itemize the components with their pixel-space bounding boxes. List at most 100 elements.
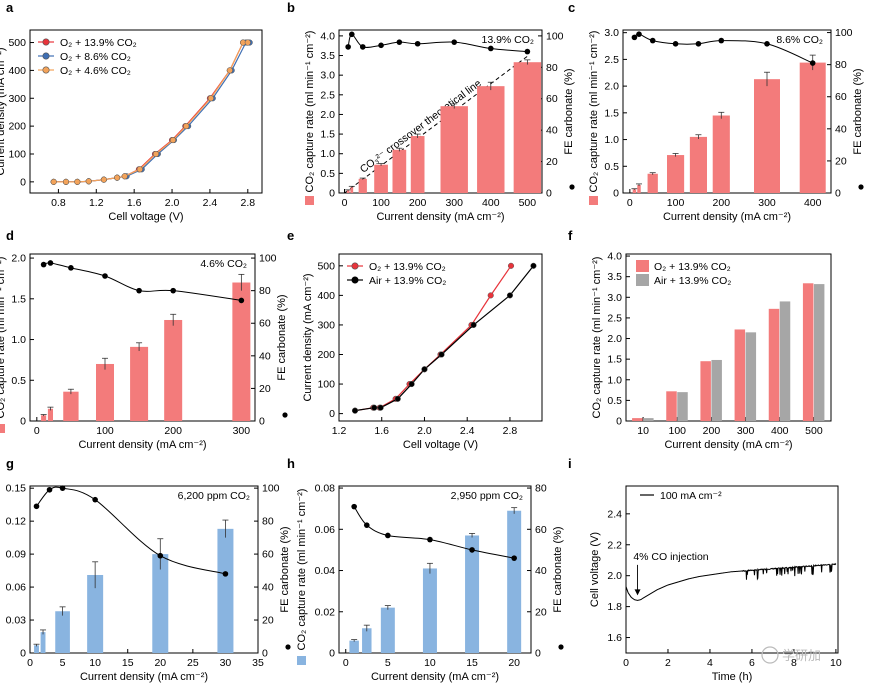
y2-tick-label: 20 — [262, 615, 274, 627]
bar — [507, 510, 522, 653]
plot-frame — [338, 253, 543, 422]
y-tick-label: 2.0 — [320, 109, 335, 121]
y2-tick-label: 20 — [835, 155, 847, 167]
legend-label: Air + 13.9% CO₂ — [654, 275, 731, 287]
y-tick-label: 200 — [8, 121, 26, 133]
bar — [358, 178, 367, 193]
fe-point — [672, 40, 679, 47]
x-tick-label: 1.2 — [89, 197, 104, 209]
x-tick-label: 200 — [713, 197, 731, 209]
y-tick-label: 2.0 — [607, 333, 622, 345]
bar — [802, 283, 814, 421]
y-tick-label: 2.5 — [604, 54, 619, 66]
fe-curve — [353, 506, 515, 559]
data-point — [487, 292, 494, 299]
bar — [374, 164, 388, 193]
bar — [392, 149, 407, 193]
bar — [152, 554, 169, 653]
legend-label: O₂ + 13.9% CO₂ — [60, 37, 137, 49]
x-tick-label: 1.6 — [127, 197, 142, 209]
plot-frame — [625, 253, 832, 422]
y-tick-label: 3.0 — [607, 292, 622, 304]
y-tick-label: 0.03 — [6, 615, 27, 627]
y-tick-label: 0 — [329, 648, 335, 660]
category-label: 400 — [771, 425, 789, 437]
data-point — [183, 123, 190, 130]
panel-e: e 1.2 1.6 2.0 2.4 2.8 0 100 200 300 400 500 Cell vol… — [287, 228, 543, 451]
x-tick-label: 20 — [154, 657, 166, 669]
bar — [41, 415, 47, 421]
x-tick-label: 300 — [758, 197, 776, 209]
data-point — [377, 404, 384, 411]
y2-tick-label: 40 — [546, 125, 558, 137]
legend-label: O₂ + 13.9% CO₂ — [654, 261, 731, 273]
bar-legend-swatch — [0, 424, 5, 433]
x-tick-label: 2.0 — [165, 197, 180, 209]
fe-point — [136, 287, 142, 294]
panel-h: h 0 5 10 15 20 0 0.02 0.04 0.06 0.08 0 20 40 60 80 Curre… — [287, 456, 564, 683]
bar — [647, 173, 658, 193]
fe-point — [345, 44, 351, 50]
panel-a: a 0.8 1.2 1.6 2.0 2.4 2.8 0 100 200 300 400 500 Cell … — [0, 0, 263, 223]
y-tick-label: 1.5 — [11, 293, 26, 305]
bar-legend-swatch — [297, 656, 306, 665]
bar — [666, 391, 677, 421]
y-tick-label: 200 — [317, 349, 335, 361]
x-tick-label: 100 — [96, 425, 114, 437]
x-axis-label: Cell voltage (V) — [108, 211, 183, 223]
x-axis-label: Cell voltage (V) — [403, 439, 478, 451]
x-tick-label: 1.2 — [332, 425, 347, 437]
legend-label: Air + 13.9% CO₂ — [369, 275, 446, 287]
bar — [779, 301, 791, 421]
fe-point — [40, 261, 47, 268]
x-tick-label: 6 — [749, 657, 755, 669]
y-tick-label: 3.0 — [320, 70, 335, 82]
x-tick-label: 500 — [519, 197, 537, 209]
x-tick-label: 300 — [445, 197, 463, 209]
panel-label: i — [568, 456, 572, 471]
y-tick-label: 0.09 — [6, 549, 27, 561]
x-tick-label: 100 — [667, 197, 685, 209]
bar — [734, 329, 746, 421]
x-tick-label: 5 — [60, 657, 66, 669]
bar — [465, 535, 480, 653]
bar — [632, 418, 643, 421]
injection-annotation: 4% CO injection — [633, 551, 708, 563]
data-point — [62, 178, 70, 185]
y-tick-label: 400 — [317, 290, 335, 302]
fe-point — [157, 552, 164, 559]
data-point — [408, 381, 415, 388]
x-tick-label: 0 — [627, 197, 633, 209]
y-tick-label: 0 — [329, 408, 335, 420]
y-tick-label: 0 — [20, 648, 26, 660]
panel-label: a — [6, 0, 14, 15]
y-tick-label: 1.0 — [320, 148, 335, 160]
y-tick-label: 1.8 — [607, 601, 622, 613]
y-axis-label: CO₂ capture rate (ml min⁻¹ cm⁻²) — [588, 31, 600, 193]
fe-point — [349, 31, 355, 38]
bar — [87, 574, 104, 653]
panel-i: i 0 2 4 6 8 10 1.6 1.8 2.0 2.2 2.4 Time (h) Cell volt… — [568, 456, 842, 683]
x-tick-label: 0 — [623, 657, 629, 669]
x-tick-label: 0 — [27, 657, 33, 669]
y2-tick-label: 20 — [546, 156, 558, 168]
fe-point — [809, 60, 816, 66]
bar — [130, 346, 149, 421]
x-tick-label: 400 — [482, 197, 500, 209]
y-tick-label: 1.5 — [604, 107, 619, 119]
legend-marker — [42, 66, 50, 74]
data-point — [507, 262, 515, 269]
bar — [677, 392, 688, 421]
x-tick-label: 0.8 — [51, 197, 66, 209]
y2-tick-label: 80 — [259, 285, 271, 297]
fe-legend-marker — [858, 184, 864, 190]
y-tick-label: 4.0 — [607, 251, 622, 263]
data-point — [85, 178, 92, 185]
data-point — [136, 166, 143, 173]
fe-point — [359, 44, 366, 50]
y-tick-label: 0.08 — [315, 483, 336, 495]
x-tick-label: 8 — [791, 657, 797, 669]
y-tick-label: 3.0 — [604, 27, 619, 39]
y2-tick-label: 100 — [835, 27, 853, 39]
